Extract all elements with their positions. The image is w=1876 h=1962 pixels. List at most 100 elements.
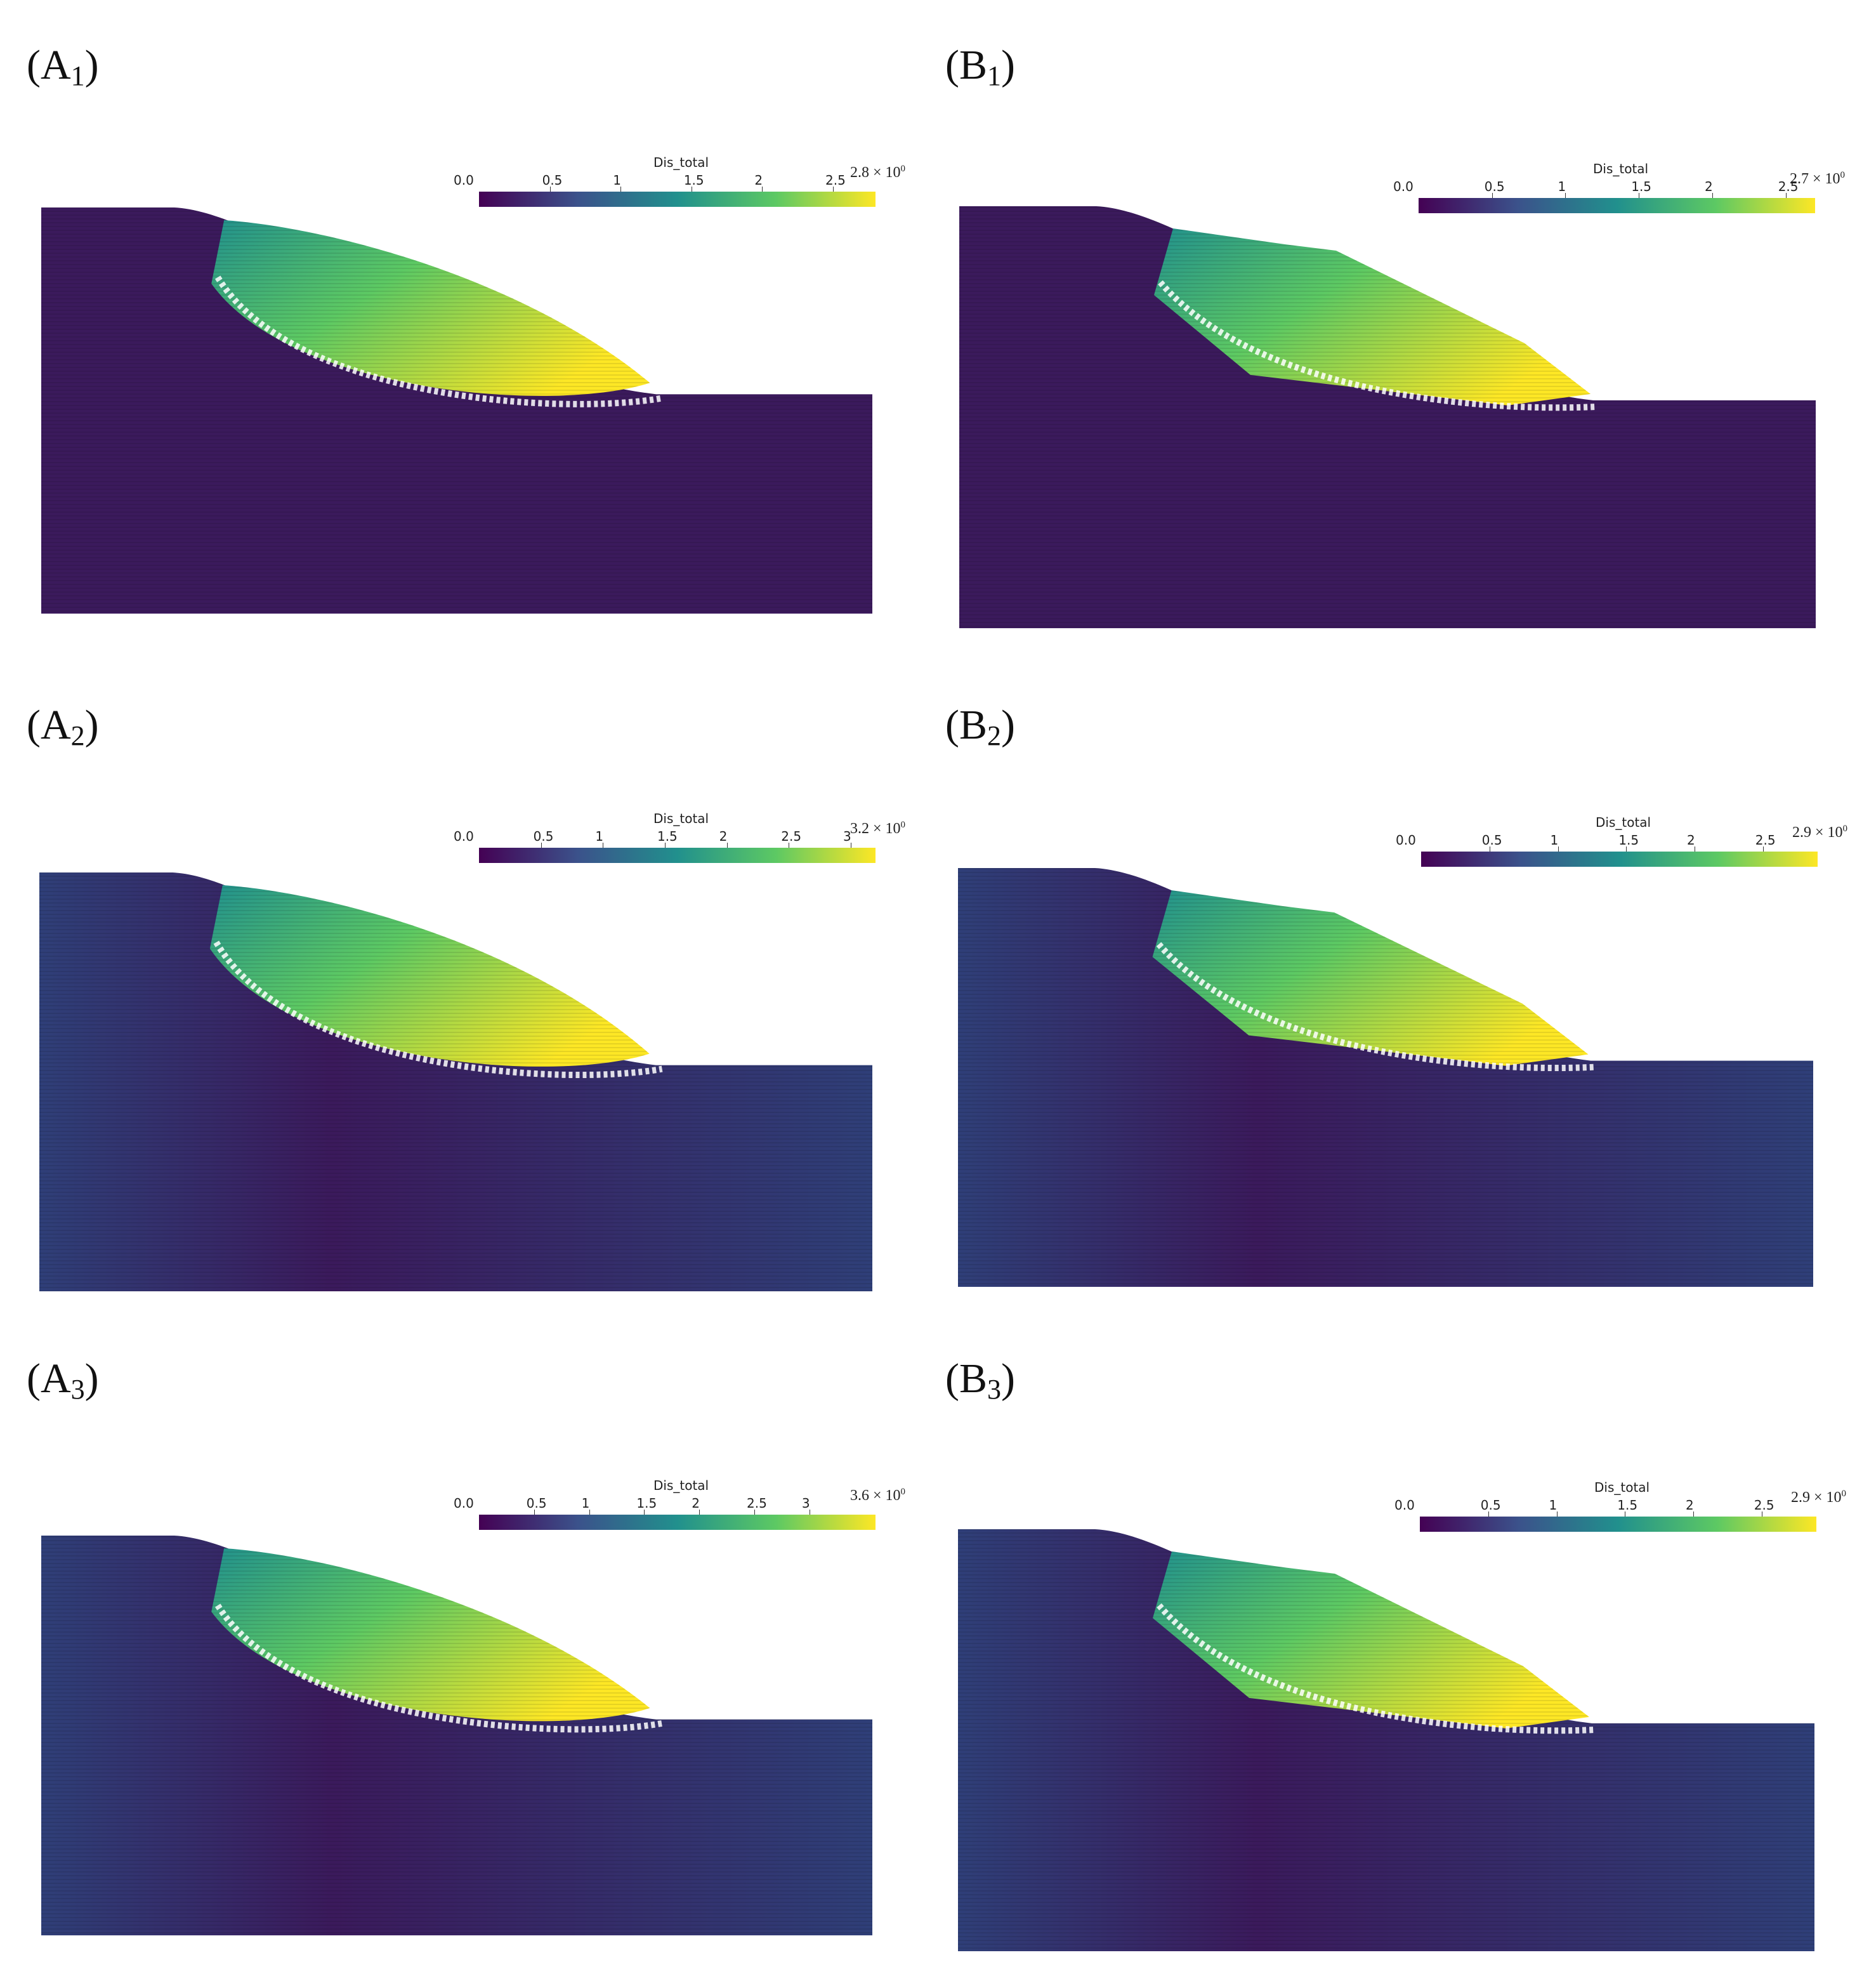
colorbar-max-exponent: 0 [1840, 170, 1846, 180]
colorbar-tick-label: 2 [1686, 1498, 1694, 1513]
colorbar-gradient [1420, 1517, 1816, 1532]
colorbar-title: Dis_total [1596, 815, 1651, 830]
colorbar-gradient [1419, 198, 1815, 213]
colorbar-tick-mark [1785, 193, 1787, 198]
colorbar-tick-label: 2 [754, 173, 763, 188]
mesh-texture [41, 1536, 872, 1935]
colorbar-tick-label: 2.5 [825, 173, 846, 188]
sliding-mass-mesh [209, 885, 650, 1067]
colorbar-tick-mark [620, 187, 622, 192]
colorbar-tick-mark [754, 1510, 756, 1515]
colorbar-tick-mark [644, 1510, 645, 1515]
slope-simulation [958, 1529, 1814, 1951]
mesh-texture [958, 1529, 1814, 1951]
colorbar-tick-mark [1565, 193, 1566, 198]
colorbar-tick-mark [1558, 846, 1559, 852]
colorbar-tick-label: 2.5 [1755, 833, 1776, 848]
colorbar-tick-mark [534, 1510, 535, 1515]
colorbar-tick-label: 0.5 [1481, 833, 1502, 848]
colorbar-tick-label: 1.5 [636, 1496, 657, 1511]
colorbar-gradient [479, 192, 876, 207]
colorbar-tick-label: 3 [843, 829, 851, 844]
colorbar-max-mantissa: 2.7 × 10 [1790, 171, 1840, 187]
colorbar-tick-mark [664, 843, 666, 848]
colorbar-gradient [479, 1515, 876, 1530]
colorbar-tick-label: 1.5 [683, 173, 704, 188]
panel-a2: (A2) Dis_total 0.0 0.5 1 1.5 2 2.5 3 3.2 × 100 [0, 654, 938, 1310]
colorbar-max-label: 2.9 × 100 [1792, 824, 1847, 841]
sliding-mass-mesh [1153, 1551, 1589, 1728]
colorbar-tick-mark [726, 843, 728, 848]
panel-subscript: 3 [70, 1374, 85, 1405]
colorbar-tick-label: 2 [1687, 833, 1695, 848]
colorbar-tick-mark [1492, 193, 1493, 198]
colorbar-tick-label: 0.0 [1396, 833, 1416, 848]
panel-letter: B [959, 1355, 988, 1402]
colorbar-tick-label: 3 [801, 1496, 810, 1511]
colorbar-tick-label: 2 [1704, 179, 1713, 194]
colorbar-title: Dis_total [1593, 161, 1649, 176]
colorbar-gradient [1421, 852, 1818, 867]
panel-label: (A3) [27, 1355, 99, 1405]
colorbar-tick-label: 1 [1558, 179, 1566, 194]
panel-a1: (A1) Dis_total 0.0 0.5 1 1.5 2 2.5 2.8 × 100 [0, 0, 938, 654]
colorbar-tick-label: 1.5 [1618, 833, 1639, 848]
slope-simulation [41, 1536, 872, 1935]
colorbar-max-exponent: 0 [900, 164, 906, 174]
panel-label: (A1) [27, 42, 99, 91]
colorbar-tick-mark [1556, 1511, 1558, 1517]
colorbar-tick-label: 2.5 [1754, 1498, 1774, 1513]
panel-letter: A [40, 702, 71, 748]
panel-label: (B2) [945, 702, 1015, 751]
colorbar-max-mantissa: 2.9 × 10 [1791, 1489, 1842, 1506]
mesh-texture [41, 207, 872, 614]
colorbar-max-label: 3.2 × 100 [850, 820, 905, 838]
colorbar-tick-mark [589, 1510, 590, 1515]
panel-subscript: 2 [70, 720, 85, 751]
panel-letter: A [40, 42, 71, 88]
colorbar-max-exponent: 0 [1841, 1489, 1847, 1499]
panel-b1: (B1) Dis_total 0.0 0.5 1 1.5 2 2.5 2.7 × 100 [938, 0, 1876, 654]
colorbar-tick-mark [541, 843, 542, 848]
colorbar-tick-label: 1.5 [1631, 179, 1652, 194]
colorbar-tick-mark [833, 187, 834, 192]
mesh-texture [959, 206, 1816, 628]
colorbar-tick-mark [1626, 846, 1627, 852]
panel-subscript: 1 [987, 60, 1002, 91]
mesh-texture [39, 872, 872, 1291]
panel-subscript: 1 [70, 60, 85, 91]
colorbar-tick-label: 1 [1549, 1498, 1558, 1513]
colorbar-tick-label: 2.5 [1778, 179, 1799, 194]
panel-b3: (B3) Dis_total 0.0 0.5 1 1.5 2 2.5 2.9 × 100 [938, 1310, 1876, 1962]
colorbar-tick-label: 1 [613, 173, 621, 188]
slope-simulation [39, 872, 872, 1291]
shear-band [1156, 942, 1595, 1072]
panel-label: (B1) [945, 42, 1015, 91]
colorbar-max-label: 2.9 × 100 [1791, 1489, 1846, 1506]
colorbar-tick-label: 0.0 [1394, 1498, 1415, 1513]
colorbar-max-label: 2.8 × 100 [850, 164, 905, 181]
panel-b2: (B2) Dis_total 0.0 0.5 1 1.5 2 2.5 2.9 × 100 [938, 654, 1876, 1310]
sliding-mass-mesh [211, 220, 650, 396]
panel-a3: (A3) Dis_total 0.0 0.5 1 1.5 2 2.5 3 3.6 × 100 [0, 1310, 938, 1962]
colorbar-max-mantissa: 2.8 × 10 [850, 164, 901, 181]
colorbar-max-label: 2.7 × 100 [1790, 170, 1845, 188]
colorbar-tick-label: 1 [1550, 833, 1559, 848]
slope-simulation [958, 868, 1813, 1287]
panel-letter: B [959, 42, 988, 88]
colorbar-max-exponent: 0 [900, 1487, 906, 1497]
slope-simulation [41, 207, 872, 614]
colorbar-gradient [479, 848, 876, 863]
colorbar-tick-label: 0.0 [1393, 179, 1414, 194]
panel-subscript: 3 [987, 1374, 1002, 1405]
sliding-mass-mesh [211, 1548, 650, 1722]
panel-label: (B3) [945, 1355, 1015, 1405]
colorbar-title: Dis_total [653, 155, 709, 170]
colorbar-tick-label: 0.5 [533, 829, 554, 844]
sliding-mass-mesh [1154, 228, 1591, 405]
colorbar-tick-label: 0.0 [454, 829, 474, 844]
colorbar-tick-mark [699, 1510, 700, 1515]
colorbar-tick-mark [762, 187, 763, 192]
colorbar-tick-label: 2 [719, 829, 728, 844]
slope-simulation [959, 206, 1816, 628]
